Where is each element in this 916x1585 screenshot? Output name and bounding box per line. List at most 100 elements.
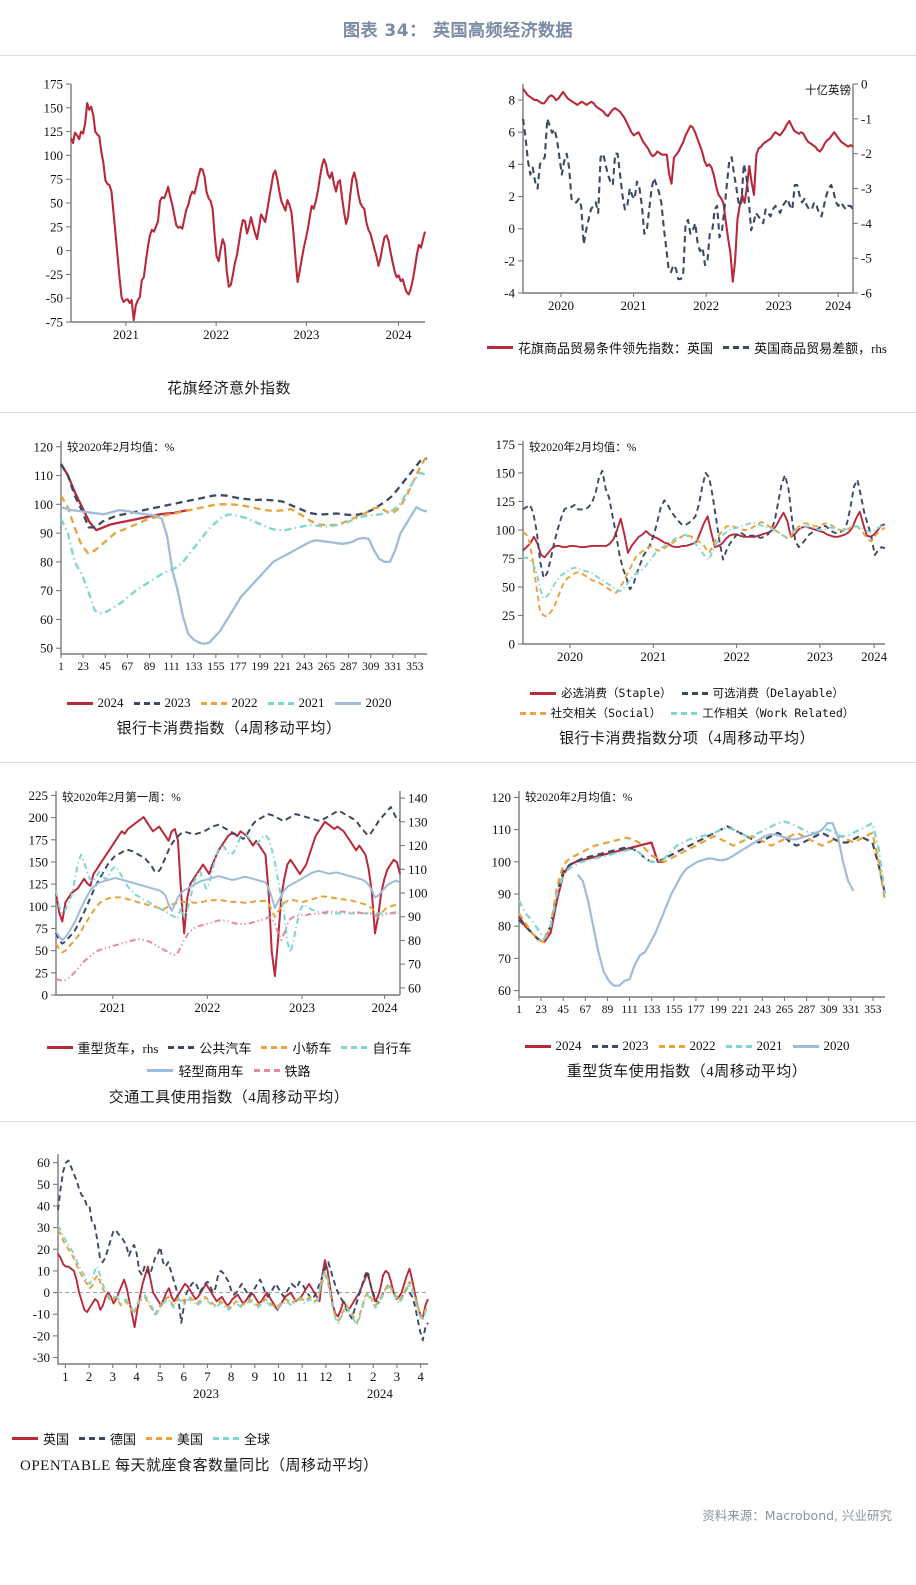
- svg-text:0: 0: [509, 221, 516, 236]
- legend-item: 重型货车，rhs: [46, 1038, 158, 1057]
- svg-text:287: 287: [798, 1004, 816, 1016]
- legend-item: 2023: [133, 695, 191, 711]
- svg-text:67: 67: [580, 1004, 592, 1016]
- chart-row-2: 50 60 70 80 90 100 110 120 1 23 45 67 89 111 133 155 177…: [0, 413, 916, 763]
- svg-text:110: 110: [408, 862, 427, 877]
- legend-label: 2021: [298, 695, 325, 710]
- svg-text:1: 1: [516, 1004, 522, 1016]
- hgv-usage-plot: 60 70 80 90 100 110 120 1 23 45 67 89 111 133 155 177 19…: [492, 790, 887, 1016]
- legend-swatch: [147, 1069, 174, 1072]
- chart-row-3: 0 25 50 75 100 125 150 175 200 225 60 70 80 90 100 110 1…: [0, 763, 916, 1122]
- legend-swatch: [334, 701, 361, 705]
- legend-swatch: [671, 711, 698, 715]
- svg-text:11: 11: [296, 1369, 309, 1384]
- panel-card-spending-split: 0 25 50 75 100 125 150 175 2020 2021 2022 2023 2024 较…: [458, 413, 916, 762]
- legend-label: 2022: [689, 1038, 716, 1053]
- svg-text:-4: -4: [504, 286, 515, 301]
- legend-swatch: [681, 691, 708, 695]
- svg-text:221: 221: [274, 661, 292, 673]
- svg-text:20: 20: [37, 1242, 50, 1257]
- svg-text:175: 175: [496, 437, 516, 452]
- legend-label: 可选消费（Delayable）: [712, 686, 844, 700]
- svg-text:较2020年2月均值：%: 较2020年2月均值：%: [525, 790, 633, 804]
- svg-text:125: 125: [496, 494, 516, 509]
- svg-text:140: 140: [408, 791, 428, 806]
- svg-text:2023: 2023: [293, 327, 319, 342]
- svg-text:110: 110: [492, 822, 511, 837]
- panel-trade-terms: -4 -2 0 2 4 6 8 0 -1 -2 -3 -4 -5 -6 2020 2021 2022 2023 20…: [458, 56, 916, 412]
- svg-text:70: 70: [408, 957, 421, 972]
- card-spending-split-plot: 0 25 50 75 100 125 150 175 2020 2021 2022 2023 2024 较…: [496, 437, 888, 664]
- svg-text:60: 60: [408, 980, 421, 995]
- svg-text:221: 221: [732, 1004, 750, 1016]
- svg-text:6: 6: [509, 125, 516, 140]
- chart-transport-usage: 0 25 50 75 100 125 150 175 200 225 60 70 80 90 100 110 1…: [14, 773, 444, 1036]
- legend-item: 英国商品贸易差额，rhs: [723, 338, 887, 357]
- legend-item: 必选消费（Staple）: [530, 685, 672, 701]
- legend-label: 自行车: [372, 1041, 412, 1056]
- chart-opentable: -30 -20 -10 0 10 20 30 40 50 60 1 2 3 4 5 6 7 8 9 10 11 12 1 2 3…: [12, 1132, 442, 1427]
- legend-swatch: [524, 1044, 551, 1048]
- caption-hgv-usage: 重型货车使用指数（4周移动平均）: [566, 1064, 808, 1080]
- svg-text:2: 2: [509, 189, 516, 204]
- svg-text:0: 0: [57, 243, 64, 258]
- svg-text:30: 30: [37, 1220, 50, 1235]
- svg-text:90: 90: [498, 887, 511, 902]
- svg-text:265: 265: [776, 1004, 794, 1016]
- svg-text:2024: 2024: [825, 298, 852, 313]
- svg-text:45: 45: [99, 661, 111, 673]
- legend-label: 社交相关（Social）: [550, 706, 662, 720]
- svg-text:90: 90: [408, 909, 421, 924]
- legend-item: 可选消费（Delayable）: [681, 685, 844, 701]
- svg-text:2024: 2024: [367, 1386, 394, 1401]
- legend-item: 小轿车: [261, 1038, 331, 1057]
- svg-text:-2: -2: [861, 146, 872, 161]
- caption-card-spending: 银行卡消费指数（4周移动平均）: [116, 721, 342, 737]
- svg-text:-2: -2: [504, 253, 515, 268]
- legend-item: 英国: [12, 1429, 69, 1448]
- source-note: 资料来源：Macrobond, 兴业研究: [702, 1508, 892, 1523]
- legend-item: 工作相关（Work Related）: [671, 705, 854, 721]
- svg-text:4: 4: [509, 157, 516, 172]
- svg-text:2023: 2023: [807, 649, 833, 664]
- legend-label: 美国: [177, 1432, 204, 1447]
- svg-text:较2020年2月第一周：%: 较2020年2月第一周：%: [62, 790, 181, 804]
- svg-text:0: 0: [44, 1285, 51, 1300]
- svg-text:10: 10: [272, 1369, 285, 1384]
- svg-text:10: 10: [37, 1263, 50, 1278]
- svg-text:150: 150: [496, 465, 516, 480]
- legend-item: 2023: [591, 1038, 649, 1054]
- legend-item: 2022: [200, 695, 258, 711]
- svg-text:23: 23: [535, 1004, 547, 1016]
- svg-text:2023: 2023: [193, 1386, 219, 1401]
- chart-card-spending-split: 0 25 50 75 100 125 150 175 2020 2021 2022 2023 2024 较…: [477, 423, 897, 683]
- legend-label: 2020: [365, 695, 392, 710]
- panel-transport-usage: 0 25 50 75 100 125 150 175 200 225 60 70 80 90 100 110 1…: [0, 763, 458, 1121]
- svg-text:2020: 2020: [548, 298, 574, 313]
- svg-text:177: 177: [229, 661, 247, 673]
- legend-swatch: [213, 1437, 240, 1440]
- panel-citi-surprise: -75 -50 -25 0 25 50 75 100 125 150 175 2021 2022 2023…: [0, 56, 458, 412]
- legend-item: 德国: [79, 1429, 136, 1448]
- legend-label: 2023: [164, 695, 191, 710]
- svg-text:50: 50: [502, 579, 515, 594]
- svg-text:-10: -10: [33, 1307, 50, 1322]
- svg-text:4: 4: [417, 1369, 424, 1384]
- legend-label: 工作相关（Work Related）: [702, 706, 855, 720]
- caption-citi-surprise: 花旗经济意外指数: [166, 381, 291, 397]
- legend-label: 公共汽车: [199, 1041, 252, 1056]
- svg-text:2021: 2021: [640, 649, 666, 664]
- svg-text:-30: -30: [33, 1350, 50, 1365]
- legend-opentable: 英国 德国 美国 全球: [12, 1429, 270, 1448]
- legend-item: 2024: [524, 1038, 582, 1054]
- svg-text:较2020年2月均值：%: 较2020年2月均值：%: [67, 440, 175, 454]
- page-title: 图表 34： 英国高频经济数据: [343, 21, 573, 41]
- svg-text:309: 309: [362, 661, 380, 673]
- legend-item: 美国: [146, 1429, 203, 1448]
- legend-label: 2023: [622, 1038, 649, 1053]
- panel-opentable: -30 -20 -10 0 10 20 30 40 50 60 1 2 3 4 5 6 7 8 9 10 11 12 1 2 3…: [0, 1122, 916, 1489]
- svg-text:23: 23: [77, 661, 89, 673]
- legend-swatch: [46, 1046, 73, 1049]
- legend-item: 公共汽车: [168, 1038, 251, 1057]
- svg-text:100: 100: [34, 497, 54, 512]
